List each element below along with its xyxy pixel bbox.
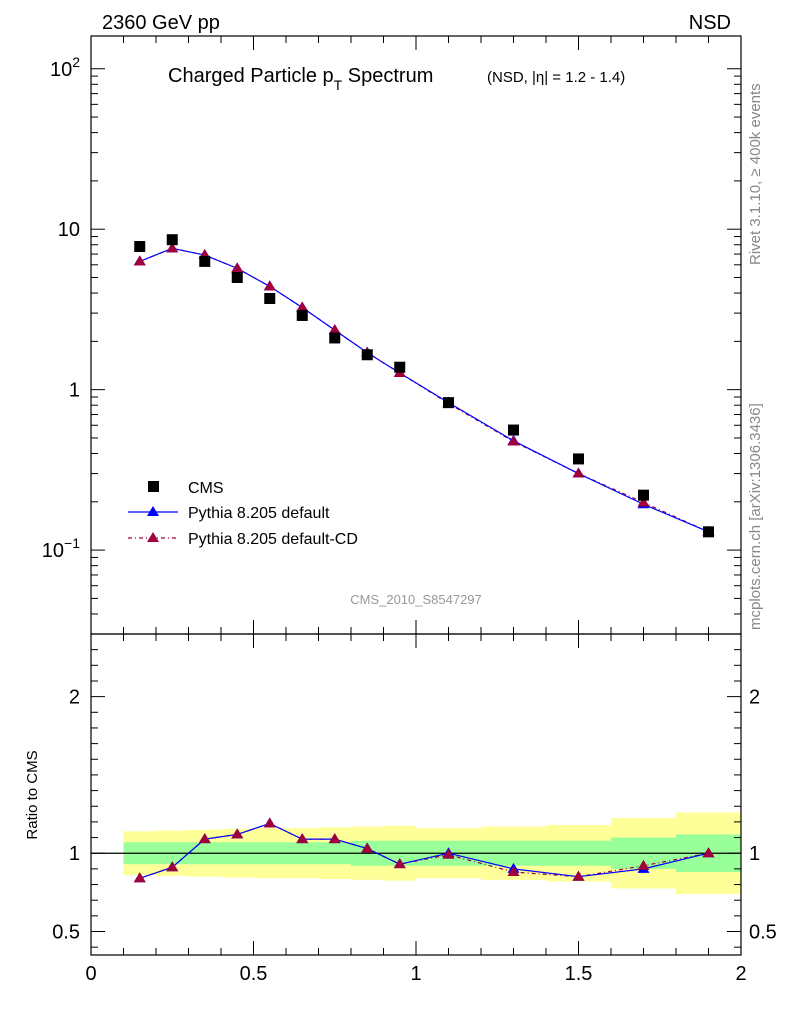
- legend-pythia-cd-marker: [147, 532, 159, 542]
- ratio-y-tick-labels: 0.5 0.5 1 1 2 2: [52, 687, 777, 944]
- main-axis-ticks: [90, 36, 742, 635]
- ratio-y-tick-label-left: 2: [69, 687, 80, 709]
- ratio-pythia-cd-point: [198, 833, 211, 844]
- cms-data-point: [134, 241, 146, 253]
- ratio-pythia-cd-point: [133, 872, 146, 883]
- pythia-cd-point: [507, 435, 520, 446]
- cms-data-point: [199, 255, 211, 267]
- ratio-y-tick-label-right: 1: [749, 843, 760, 865]
- chart-title: Charged Particle pT Spectrum: [168, 65, 433, 93]
- ratio-y-tick-label-left: 1: [69, 843, 80, 865]
- cms-data-point: [443, 397, 454, 409]
- cms-data-point: [508, 424, 519, 436]
- cms-data-point: [231, 272, 243, 284]
- ratio-y-axis-label: Ratio to CMS: [24, 750, 41, 839]
- legend-pythia-default-label: Pythia 8.205 default: [188, 505, 330, 522]
- ratio-pythia-cd-point: [263, 817, 276, 828]
- cms-data-point: [703, 526, 714, 538]
- legend: CMS Pythia 8.205 default Pythia 8.205 de…: [128, 480, 358, 548]
- header-left-label: 2360 GeV pp: [102, 12, 220, 34]
- main-y-tick-label: 102: [50, 54, 80, 81]
- cms-data-point: [296, 309, 308, 321]
- pythia-cd-point: [231, 262, 244, 273]
- ratio-y-tick-label-right: 0.5: [749, 922, 777, 944]
- rivet-label: Rivet 3.1.10, ≥ 400k events: [747, 83, 764, 265]
- pythia-cd-point: [263, 280, 276, 291]
- x-tick-labels: 0 0.5 1 1.5 2: [85, 963, 746, 985]
- pythia-cd-point: [133, 255, 146, 266]
- ratio-pythia-cd-point: [328, 833, 341, 844]
- ratio-pythia-cd-point: [572, 870, 585, 881]
- x-tick-label: 2: [735, 963, 746, 985]
- ratio-pythia-cd-point: [702, 847, 715, 858]
- ratio-plot-frame: [90, 633, 742, 956]
- main-y-tick-label: 10: [58, 219, 80, 241]
- legend-cms-marker: [148, 481, 159, 492]
- pythia-cd-point: [166, 242, 179, 253]
- cms-data-point: [394, 361, 406, 373]
- main-y-tick-label: 1: [69, 380, 80, 402]
- pythia-cd-point: [572, 467, 585, 478]
- analysis-watermark: CMS_2010_S8547297: [350, 592, 482, 607]
- ratio-plot-panel: 0.5 0.51 12 2 0 0.5 1 1.5 2 Ratio to CMS: [24, 633, 777, 985]
- x-tick-label: 0: [85, 963, 96, 985]
- legend-pythia-default-marker: [147, 506, 159, 516]
- ratio-pythia-cd-point: [166, 861, 179, 872]
- ratio-y-tick-label-right: 2: [749, 687, 760, 709]
- ratio-series-layer: [133, 817, 715, 883]
- ratio-pythia-cd-point: [442, 848, 455, 859]
- chart-title-selection: (NSD, |η| = 1.2 - 1.4): [487, 69, 625, 86]
- x-tick-label: 1.5: [565, 963, 593, 985]
- cms-data-point: [638, 489, 649, 501]
- x-tick-label: 1: [410, 963, 421, 985]
- mcplots-label: mcplots.cern.ch [arXiv:1306.3436]: [747, 403, 764, 630]
- ratio-pythia-cd-point: [637, 859, 650, 870]
- legend-pythia-cd-label: Pythia 8.205 default-CD: [188, 531, 358, 548]
- main-y-tick-labels: 102 10 1 10−1: [42, 54, 80, 562]
- pythia-cd-point: [637, 496, 650, 507]
- pythia-cd-line: [139, 247, 709, 533]
- ratio-pythia-cd-point: [361, 842, 374, 853]
- cms-data-point: [329, 332, 341, 344]
- pythia-default-line: [139, 247, 709, 533]
- ratio-y-tick-label-left: 0.5: [52, 922, 80, 944]
- ratio-pythia-default-line: [139, 822, 709, 879]
- ratio-pythia-cd-point: [393, 858, 406, 869]
- cms-data-point: [264, 292, 276, 304]
- legend-cms-label: CMS: [188, 480, 224, 497]
- cms-data-point: [361, 349, 373, 361]
- main-series-layer: [133, 234, 715, 538]
- main-y-tick-label: 10−1: [42, 535, 80, 562]
- header-right-label: NSD: [689, 12, 731, 34]
- ratio-pythia-cd-point: [507, 866, 520, 877]
- cms-data-point: [573, 453, 584, 465]
- ratio-axis-ticks: [90, 633, 742, 955]
- ratio-pythia-cd-point: [231, 828, 244, 839]
- pythia-cd-point: [296, 301, 309, 312]
- x-tick-label: 0.5: [240, 963, 268, 985]
- pythia-cd-point: [328, 324, 341, 335]
- ratio-pythia-cd-point: [296, 833, 309, 844]
- cms-data-point: [166, 234, 178, 246]
